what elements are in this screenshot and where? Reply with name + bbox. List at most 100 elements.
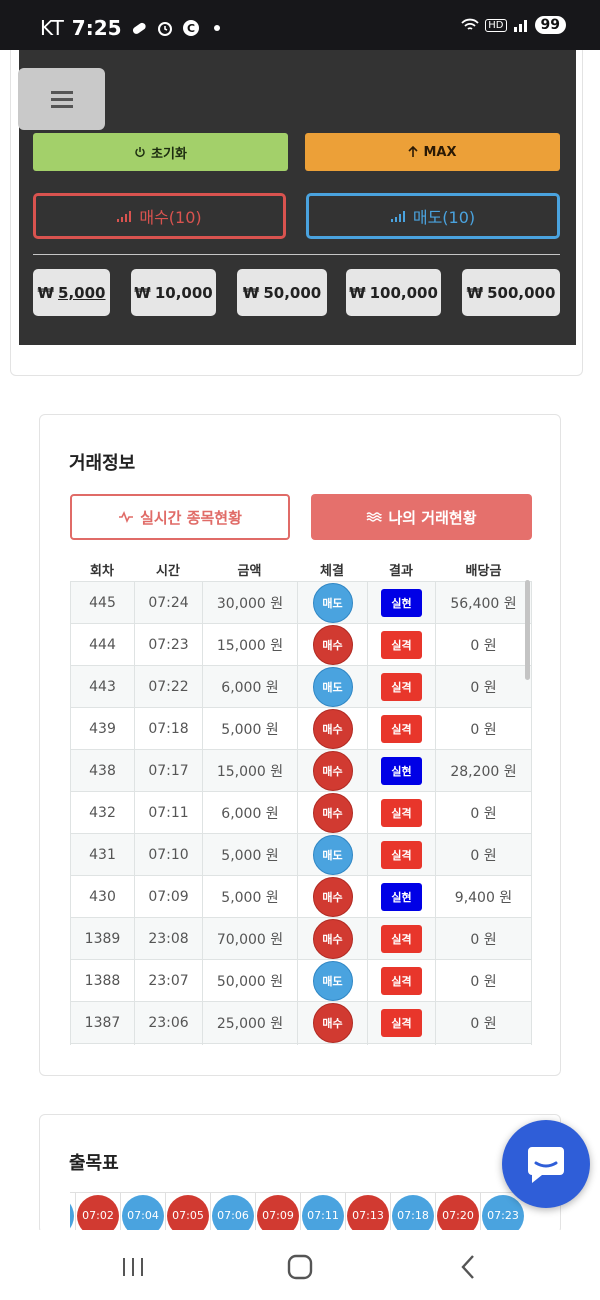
cell-result: 실격 <box>367 792 435 833</box>
cell-amount: 50,000 원 <box>202 960 297 1001</box>
cell-amount: 5,000 원 <box>202 876 297 917</box>
divider <box>33 254 560 255</box>
side-badge: 매도 <box>312 960 353 1001</box>
cell-amount: 15,000 원 <box>202 624 297 665</box>
chat-button[interactable] <box>502 1120 590 1208</box>
result-dot: 07:18 <box>392 1194 434 1233</box>
cell-round: 431 <box>70 834 134 875</box>
cell-round: 439 <box>70 708 134 749</box>
cell-side <box>297 1044 367 1045</box>
result-badge: 실격 <box>381 672 422 701</box>
max-button[interactable]: MAX <box>305 133 560 171</box>
amount-500000-button[interactable]: ₩ 500,000 <box>462 269 560 316</box>
waves-icon <box>367 512 383 522</box>
cell-result: 실격 <box>367 918 435 959</box>
amount-5000-button[interactable]: ₩ 5,000 <box>33 269 110 316</box>
side-badge: 매수 <box>312 918 353 959</box>
trade-info-title: 거래정보 <box>69 453 136 474</box>
amount-50000-button[interactable]: ₩ 50,000 <box>237 269 327 316</box>
home-icon <box>287 1254 313 1280</box>
cell-result: 실격 <box>367 708 435 749</box>
sell-label: 매도(10) <box>412 208 476 227</box>
results-card: 출목표 07:02 07:04 07:05 07:06 07:09 07:11 07:13 0… <box>39 1114 561 1234</box>
result-chip: 07:20 <box>435 1193 480 1233</box>
cell-round: 1389 <box>70 918 134 959</box>
cell-round: 445 <box>70 582 134 623</box>
won-icon: ₩ <box>37 283 55 302</box>
side-badge: 매수 <box>312 750 353 791</box>
result-badge: 실현 <box>381 756 422 785</box>
result-dot: 07:02 <box>77 1194 119 1233</box>
cell-side: 매수 <box>297 918 367 959</box>
cell-time: 07:24 <box>134 582 202 623</box>
cell-payout: 0 원 <box>435 666 532 707</box>
signal-bars-icon <box>390 211 405 222</box>
table-row: 431 07:10 5,000 원 매도 실격 0 원 <box>70 834 532 876</box>
tab-my-trades[interactable]: 나의 거래현황 <box>311 494 532 540</box>
side-badge: 매수 <box>312 876 353 917</box>
result-badge: 실격 <box>381 966 422 995</box>
c-badge-icon: C <box>182 20 199 36</box>
col-payout: 배당금 <box>465 563 502 579</box>
hd-indicator: HD <box>485 18 507 32</box>
result-chip: 07:06 <box>210 1193 255 1233</box>
cell-amount <box>202 1044 297 1045</box>
cell-side: 매도 <box>297 834 367 875</box>
result-badge: 실격 <box>381 630 422 659</box>
result-chip: 07:04 <box>120 1193 165 1233</box>
won-icon: ₩ <box>242 283 260 302</box>
buy-button[interactable]: 매수(10) <box>33 193 286 239</box>
cell-result: 실현 <box>367 876 435 917</box>
home-button[interactable] <box>280 1252 320 1282</box>
cell-result: 실격 <box>367 960 435 1001</box>
results-strip[interactable]: 07:02 07:04 07:05 07:06 07:09 07:11 07:13 07:18… <box>70 1192 532 1233</box>
tab-live-status[interactable]: 실시간 종목현황 <box>70 494 290 540</box>
amount-label: 100,000 <box>369 283 438 302</box>
recents-icon <box>123 1258 143 1276</box>
trade-table-body[interactable]: 445 07:24 30,000 원 매도 실현 56,400 원 444 07:23 15,0… <box>70 581 532 1045</box>
cell-payout: 28,200 원 <box>435 750 532 791</box>
result-badge: 실격 <box>381 1008 422 1037</box>
side-badge <box>312 1044 353 1045</box>
dot-icon <box>213 25 220 31</box>
side-badge: 매도 <box>312 582 353 623</box>
cell-payout: 0 원 <box>435 708 532 749</box>
cell-payout: 0 원 <box>435 624 532 665</box>
back-button[interactable] <box>448 1252 488 1282</box>
table-row: 443 07:22 6,000 원 매도 실격 0 원 <box>70 666 532 708</box>
result-dot: 07:23 <box>482 1194 524 1233</box>
sell-button[interactable]: 매도(10) <box>306 193 560 239</box>
recent-apps-button[interactable] <box>113 1252 153 1282</box>
buy-label: 매수(10) <box>139 208 202 227</box>
reset-button[interactable]: 초기화 <box>33 133 288 171</box>
cell-result: 실격 <box>367 834 435 875</box>
amount-100000-button[interactable]: ₩ 100,000 <box>346 269 441 316</box>
cell-time: 23:08 <box>134 918 202 959</box>
result-chip: 07:02 <box>75 1193 120 1233</box>
cell-payout: 0 원 <box>435 792 532 833</box>
amount-10000-button[interactable]: ₩ 10,000 <box>131 269 216 316</box>
status-bar: KT 7:25 C HD 99 <box>0 0 600 50</box>
result-chip: 07:05 <box>165 1193 210 1233</box>
amount-label: 500,000 <box>487 283 556 302</box>
results-title: 출목표 <box>69 1153 119 1174</box>
cell-time: 23:06 <box>134 1002 202 1043</box>
cell-payout: 9,400 원 <box>435 876 532 917</box>
col-time: 시간 <box>156 563 180 579</box>
power-icon <box>135 147 145 158</box>
cell-time <box>134 1044 202 1045</box>
menu-button[interactable] <box>18 68 105 130</box>
cell-payout: 0 원 <box>435 1002 532 1043</box>
cell-round: 1388 <box>70 960 134 1001</box>
cell-payout: 0 원 <box>435 918 532 959</box>
table-scrollbar[interactable] <box>525 580 530 680</box>
table-row: 1389 23:08 70,000 원 매수 실격 0 원 <box>70 918 532 960</box>
system-nav-bar <box>0 1230 600 1300</box>
table-row: 1388 23:07 50,000 원 매도 실격 0 원 <box>70 960 532 1002</box>
cell-round: 443 <box>70 666 134 707</box>
hamburger-icon <box>50 91 73 108</box>
table-row: 439 07:18 5,000 원 매수 실격 0 원 <box>70 708 532 750</box>
svg-text:C: C <box>186 22 194 35</box>
result-badge: 실현 <box>381 882 422 911</box>
cell-round: 430 <box>70 876 134 917</box>
